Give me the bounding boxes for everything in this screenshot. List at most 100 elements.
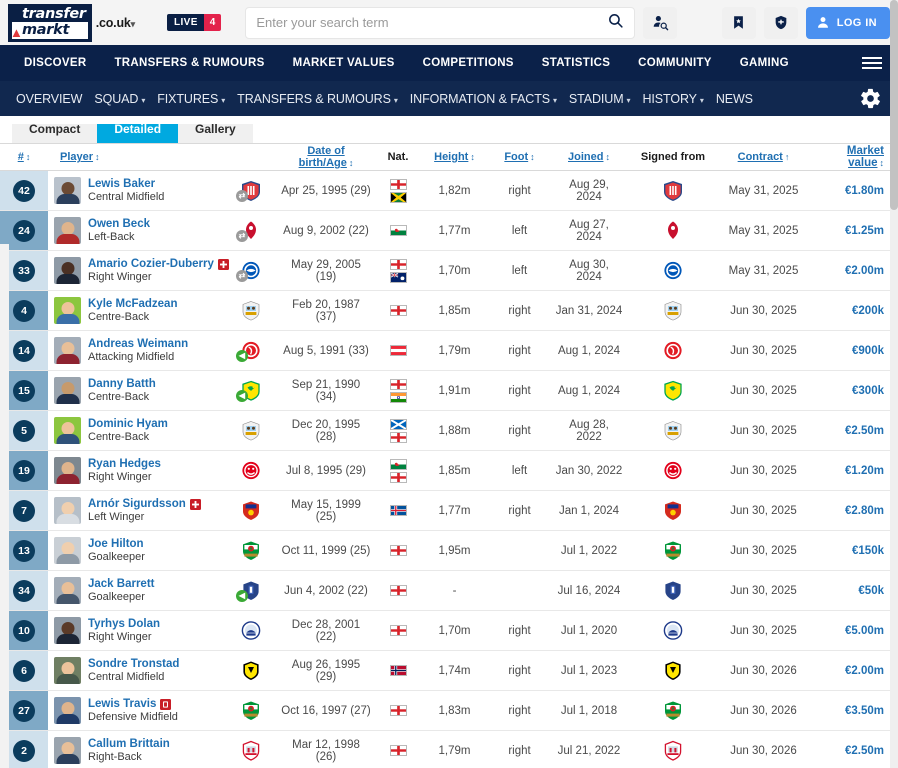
cell-player[interactable]: Andreas Weimann Attacking Midfield ◀ xyxy=(48,330,275,371)
cell-market-value[interactable]: €1.80m xyxy=(810,170,898,211)
player-avatar[interactable] xyxy=(54,617,81,644)
cell-player[interactable]: Sondre Tronstad Central Midfield xyxy=(48,650,275,691)
cell-player[interactable]: Danny Batth Centre-Back ◀ xyxy=(48,370,275,411)
player-name-link[interactable]: Lewis Baker xyxy=(88,178,156,190)
player-avatar[interactable] xyxy=(54,417,81,444)
transfermarkt-logo[interactable]: transfer markt ▲ xyxy=(8,3,92,42)
column-header-number[interactable]: # ↕ xyxy=(0,143,48,171)
cell-player[interactable]: Amario Cozier-Duberry Right Winger ⇄ xyxy=(48,250,275,291)
club-crest-cska-moscow-icon[interactable] xyxy=(663,500,683,522)
club-crest-bristol-city-icon[interactable] xyxy=(663,340,683,362)
player-club-badge[interactable] xyxy=(239,539,263,563)
player-club-badge[interactable] xyxy=(239,499,263,523)
player-name-link[interactable]: Jack Barrett xyxy=(88,578,155,590)
player-name-link[interactable]: Tyrhys Dolan xyxy=(88,618,160,630)
login-button[interactable]: LOG IN xyxy=(805,6,890,39)
column-header-dob[interactable]: Date of birth/Age ↕ xyxy=(275,143,377,171)
subnav-item-stadium[interactable]: STADIUM ▾ xyxy=(563,92,637,106)
column-header-joined[interactable]: Joined ↕ xyxy=(549,143,629,171)
market-value-link[interactable]: €1.20m xyxy=(844,464,884,477)
player-avatar[interactable] xyxy=(54,577,81,604)
market-value-link[interactable]: €1.80m xyxy=(844,184,884,197)
market-value-link[interactable]: €300k xyxy=(852,384,884,397)
player-name-link[interactable]: Callum Brittain xyxy=(88,738,170,750)
cell-player[interactable]: Owen Beck Left-Back ⇄ xyxy=(48,210,275,251)
player-club-badge[interactable] xyxy=(239,459,263,483)
player-avatar[interactable] xyxy=(54,737,81,764)
subnav-item-transfers-rumours[interactable]: TRANSFERS & RUMOURS ▾ xyxy=(231,92,404,106)
market-value-link[interactable]: €5.00m xyxy=(844,624,884,637)
club-crest-coventry-icon[interactable] xyxy=(663,300,683,322)
club-crest-blackburn-icon[interactable] xyxy=(663,540,683,562)
cell-signed-from[interactable] xyxy=(629,210,717,251)
player-avatar[interactable] xyxy=(54,377,81,404)
cell-market-value[interactable]: €1.20m xyxy=(810,450,898,491)
player-club-badge[interactable]: ⇄ xyxy=(236,219,263,243)
player-name-link[interactable]: Sondre Tronstad xyxy=(88,658,180,670)
market-value-link[interactable]: €2.00m xyxy=(844,664,884,677)
cell-player[interactable]: Lewis Baker Central Midfield ⇄ xyxy=(48,170,275,211)
cell-player[interactable]: Ryan Hedges Right Winger xyxy=(48,450,275,491)
club-crest-everton-icon[interactable] xyxy=(663,580,683,602)
player-name-link[interactable]: Owen Beck xyxy=(88,218,150,230)
cell-signed-from[interactable] xyxy=(629,170,717,211)
table-row[interactable]: 19 Ryan Hedges Right Winger Jul 8, 1995 (29… xyxy=(0,450,898,491)
cell-signed-from[interactable] xyxy=(629,370,717,411)
cell-market-value[interactable]: €900k xyxy=(810,330,898,371)
player-avatar[interactable] xyxy=(54,657,81,684)
player-name-link[interactable]: Danny Batth xyxy=(88,378,156,390)
table-row[interactable]: 2 Callum Brittain Right-Back Mar 12, 1998 (… xyxy=(0,730,898,768)
subnav-item-history[interactable]: HISTORY ▾ xyxy=(636,92,709,106)
club-crest-aberdeen-icon[interactable] xyxy=(241,460,261,482)
market-value-link[interactable]: €50k xyxy=(858,584,884,597)
player-avatar[interactable] xyxy=(54,217,81,244)
player-club-badge[interactable] xyxy=(239,619,263,643)
subnav-item-fixtures[interactable]: FIXTURES ▾ xyxy=(151,92,231,106)
shield-plus-button[interactable] xyxy=(763,6,798,39)
player-avatar[interactable] xyxy=(54,257,81,284)
club-crest-blackburn-icon[interactable] xyxy=(663,700,683,722)
player-name-link[interactable]: Arnór Sigurdsson xyxy=(88,498,201,510)
cell-player[interactable]: Tyrhys Dolan Right Winger xyxy=(48,610,275,651)
player-name-link[interactable]: Amario Cozier-Duberry xyxy=(88,258,229,270)
cell-signed-from[interactable] xyxy=(629,690,717,731)
market-value-link[interactable]: €3.50m xyxy=(844,704,884,717)
cell-signed-from[interactable] xyxy=(629,450,717,491)
player-name-link[interactable]: Dominic Hyam xyxy=(88,418,168,430)
player-search-button[interactable] xyxy=(643,6,678,39)
club-crest-liverpool-icon[interactable] xyxy=(663,220,683,242)
cell-market-value[interactable]: €2.50m xyxy=(810,730,898,768)
cell-signed-from[interactable] xyxy=(629,250,717,291)
cell-market-value[interactable]: €2.00m xyxy=(810,250,898,291)
cell-player[interactable]: Jack Barrett Goalkeeper ◀ xyxy=(48,570,275,611)
table-row[interactable]: 5 Dominic Hyam Centre-Back Dec 20, 1995 (28… xyxy=(0,410,898,451)
club-crest-norwich-icon[interactable] xyxy=(663,380,683,402)
cell-player[interactable]: Kyle McFadzean Centre-Back xyxy=(48,290,275,331)
search-icon[interactable] xyxy=(607,12,624,34)
table-row[interactable]: 6 Sondre Tronstad Central Midfield Aug 26, … xyxy=(0,650,898,691)
club-crest-cska-moscow-icon[interactable] xyxy=(241,500,261,522)
domain-selector[interactable]: .co.uk▾ xyxy=(96,16,135,30)
table-row[interactable]: 24 Owen Beck Left-Back ⇄ Aug 9, 2002 (22) 1,7… xyxy=(0,210,898,251)
club-crest-blackburn-icon[interactable] xyxy=(241,700,261,722)
club-crest-preston-icon[interactable] xyxy=(241,620,261,642)
player-avatar[interactable] xyxy=(54,697,81,724)
player-club-badge[interactable]: ⇄ xyxy=(236,259,263,283)
market-value-link[interactable]: €200k xyxy=(852,304,884,317)
cell-player[interactable]: Lewis Travis Defensive Midfield xyxy=(48,690,275,731)
nav-item-competitions[interactable]: COMPETITIONS xyxy=(422,57,514,69)
club-crest-barnsley-icon[interactable] xyxy=(241,740,261,762)
market-value-link[interactable]: €1.25m xyxy=(844,224,884,237)
cell-signed-from[interactable] xyxy=(629,610,717,651)
column-header-player[interactable]: Player ↕ xyxy=(48,143,275,171)
club-crest-vitesse-icon[interactable] xyxy=(663,660,683,682)
club-crest-coventry-icon[interactable] xyxy=(241,300,261,322)
column-header-market-value[interactable]: Market value ↕ xyxy=(810,143,898,171)
table-row[interactable]: 13 Joe Hilton Goalkeeper Oct 11, 1999 (25) 1… xyxy=(0,530,898,571)
cell-market-value[interactable]: €2.00m xyxy=(810,650,898,691)
player-name-link[interactable]: Andreas Weimann xyxy=(88,338,189,350)
player-avatar[interactable] xyxy=(54,177,81,204)
cell-market-value[interactable]: €150k xyxy=(810,530,898,571)
table-row[interactable]: 4 Kyle McFadzean Centre-Back Feb 20, 1987 (… xyxy=(0,290,898,331)
player-club-badge[interactable] xyxy=(239,659,263,683)
